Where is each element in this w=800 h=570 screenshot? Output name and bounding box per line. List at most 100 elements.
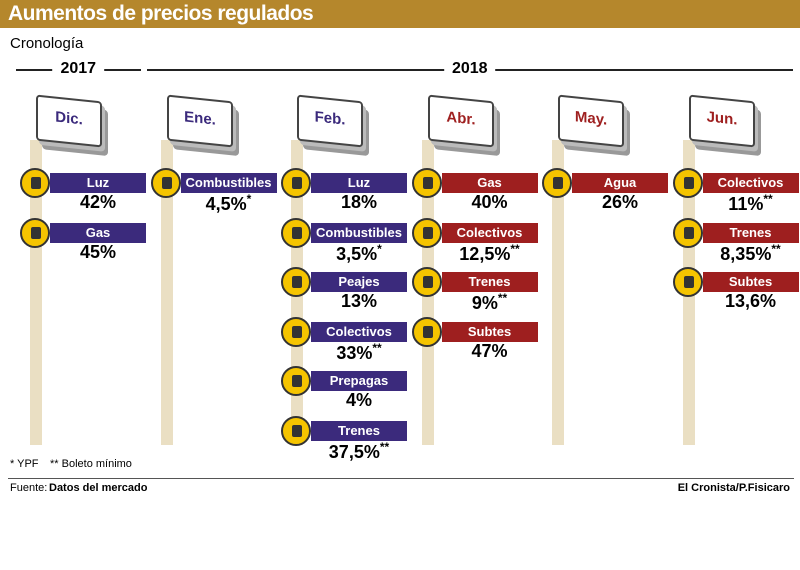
subtitle: Cronología [10,35,84,52]
month-label: Feb. [314,108,346,129]
value-text: 8,35% [720,243,772,264]
item-value: 13,6% [703,291,799,312]
item-icon [281,316,311,347]
month-label: Ene. [183,108,216,129]
value-text: 4,5% [205,194,247,214]
item-value: 37,5%** [311,440,407,463]
value-text: 4% [345,390,372,410]
item-icon [672,217,703,248]
calendar-icon: Feb. [297,94,363,148]
source-label: Fuente: [10,482,48,494]
item-icon [281,415,311,446]
value-text: 47% [471,340,508,361]
item-label: Luz [50,173,146,193]
item-icon [411,316,442,347]
month-label: May. [574,108,608,129]
value-text: 9% [471,293,498,313]
month-label: Dic. [55,108,83,129]
year-label: 2018 [443,60,496,78]
source: Datos del mercado [49,482,148,494]
item-label: Gas [441,173,538,193]
item-label: Luz [311,173,407,193]
item-icon [150,168,181,198]
value-note: ** [510,241,520,256]
item-label: Colectivos [441,222,538,243]
item-label: Subtes [702,272,799,292]
title-bar [0,0,800,28]
month-label: Abr. [445,108,476,129]
item-value: 9%** [442,291,538,314]
item-icon [542,168,572,198]
item-label: Gas [50,222,146,243]
value-text: 3,5% [336,243,378,264]
value-text: 18% [340,192,378,212]
item-value: 11%** [703,192,799,215]
item-label: Subtes [441,321,538,342]
month-label: Jun. [706,108,737,129]
value-text: 42% [79,192,117,212]
item-value: 40% [442,192,538,213]
title: Aumentos de precios regulados [8,2,314,25]
item-value: 8,35%** [703,242,799,265]
calendar-icon: Ene. [166,94,233,148]
item-icon [411,217,442,248]
item-icon [20,217,50,248]
item-value: 3,5%* [311,242,407,265]
footnote: ** Boleto mínimo [50,458,132,470]
value-note: ** [497,291,508,305]
item-icon [411,267,442,297]
item-value: 12,5%** [442,242,538,265]
value-text: 13,6% [724,291,777,311]
item-label: Trenes [441,272,538,292]
item-icon [281,217,311,248]
value-note: ** [771,241,781,256]
item-label: Colectivos [702,173,799,193]
item-icon [411,168,442,198]
value-text: 45% [79,241,117,262]
item-value: 45% [50,242,146,263]
item-value: 4,5%* [181,192,277,215]
item-icon [672,267,703,297]
calendar-icon: Jun. [688,94,755,148]
item-label: Combustibles [311,222,407,243]
timeline-stripe [160,140,173,445]
item-value: 26% [572,192,668,213]
calendar-icon: May. [558,94,624,148]
item-label: Combustibles [180,173,277,193]
credit: El Cronista/P.Fisicaro [677,482,790,494]
value-text: 13% [340,291,378,311]
item-value: 18% [311,192,407,213]
footnote: * YPF [10,458,39,470]
value-text: 11% [728,194,764,214]
item-label: Agua [572,173,668,193]
value-note: * [377,241,382,256]
value-note: ** [763,192,773,206]
item-label: Peajes [311,272,407,292]
item-icon [20,168,50,198]
value-note: ** [372,340,382,355]
item-label: Trenes [311,420,407,441]
item-value: 47% [442,341,538,362]
value-text: 40% [471,192,508,212]
item-label: Colectivos [311,321,407,342]
item-value: 4% [311,390,407,411]
item-icon [281,267,311,297]
item-icon [281,168,311,198]
calendar-icon: Abr. [427,94,494,148]
value-text: 12,5% [459,243,511,264]
item-icon [281,366,311,396]
item-value: 13% [311,291,407,312]
item-label: Prepagas [311,371,407,391]
footer-rule [8,478,794,479]
item-label: Trenes [702,222,799,243]
timeline-stripe [552,140,564,445]
timeline-stripe [30,140,42,445]
year-label: 2017 [52,60,105,78]
item-icon [672,168,703,198]
item-value: 33%** [311,341,407,364]
value-note: ** [379,439,390,454]
item-value: 42% [50,192,146,213]
value-text: 33% [336,342,373,363]
value-note: * [246,192,252,206]
